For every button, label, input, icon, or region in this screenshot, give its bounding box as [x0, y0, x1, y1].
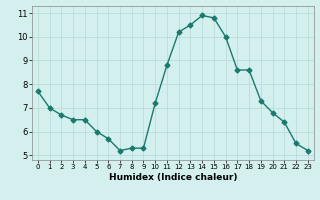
X-axis label: Humidex (Indice chaleur): Humidex (Indice chaleur)	[108, 173, 237, 182]
